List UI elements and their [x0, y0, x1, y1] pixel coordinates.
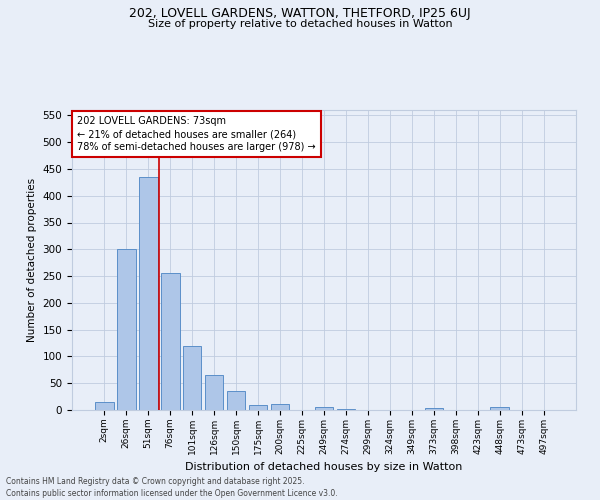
Bar: [161, 274, 179, 410]
Text: Contains HM Land Registry data © Crown copyright and database right 2025.
Contai: Contains HM Land Registry data © Crown c…: [6, 476, 338, 498]
Bar: [117, 250, 136, 410]
Bar: [314, 408, 334, 410]
Bar: [249, 404, 268, 410]
Bar: [271, 404, 289, 410]
Bar: [490, 408, 509, 410]
Bar: [95, 402, 113, 410]
Y-axis label: Number of detached properties: Number of detached properties: [27, 178, 37, 342]
Bar: [425, 408, 443, 410]
Text: Size of property relative to detached houses in Watton: Size of property relative to detached ho…: [148, 19, 452, 29]
X-axis label: Distribution of detached houses by size in Watton: Distribution of detached houses by size …: [185, 462, 463, 472]
Bar: [139, 177, 158, 410]
Text: 202, LOVELL GARDENS, WATTON, THETFORD, IP25 6UJ: 202, LOVELL GARDENS, WATTON, THETFORD, I…: [129, 8, 471, 20]
Bar: [183, 346, 202, 410]
Bar: [205, 375, 223, 410]
Bar: [337, 409, 355, 410]
Bar: [227, 391, 245, 410]
Text: 202 LOVELL GARDENS: 73sqm
← 21% of detached houses are smaller (264)
78% of semi: 202 LOVELL GARDENS: 73sqm ← 21% of detac…: [77, 116, 316, 152]
